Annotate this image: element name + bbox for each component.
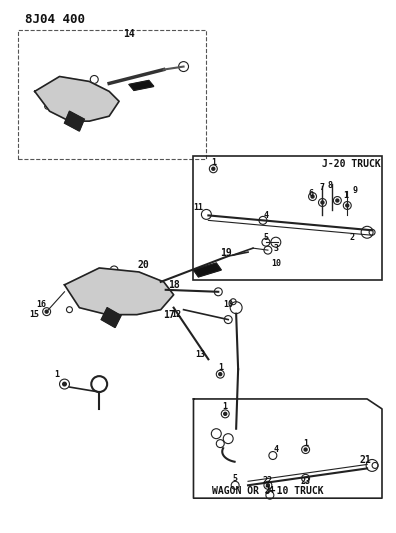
Text: 9: 9	[353, 186, 358, 195]
Text: 14: 14	[123, 29, 135, 39]
Circle shape	[212, 167, 215, 170]
Circle shape	[224, 413, 227, 415]
Circle shape	[321, 201, 324, 204]
Polygon shape	[194, 263, 221, 277]
Circle shape	[267, 484, 269, 487]
Text: 4: 4	[273, 445, 278, 454]
Text: 18: 18	[168, 280, 179, 290]
Circle shape	[336, 199, 339, 202]
Text: 1: 1	[211, 158, 216, 167]
Text: 22: 22	[263, 476, 273, 485]
Text: 17: 17	[163, 310, 175, 320]
Circle shape	[346, 204, 349, 207]
Polygon shape	[35, 77, 119, 121]
Text: 1: 1	[303, 439, 308, 448]
Bar	[18, 30, 206, 159]
Circle shape	[63, 382, 66, 386]
Polygon shape	[101, 308, 121, 327]
Text: 8J04 400: 8J04 400	[25, 13, 85, 27]
Circle shape	[311, 195, 314, 198]
Text: 20: 20	[138, 260, 150, 270]
Polygon shape	[65, 268, 173, 314]
Text: 2: 2	[350, 233, 355, 242]
Text: 6: 6	[308, 189, 313, 198]
Text: 7: 7	[320, 183, 325, 192]
Text: J-20 TRUCK: J-20 TRUCK	[322, 159, 381, 169]
Text: 1: 1	[343, 191, 348, 200]
Text: 1: 1	[223, 402, 228, 411]
Text: 16: 16	[37, 300, 47, 309]
Text: 15: 15	[30, 310, 40, 319]
Text: 5: 5	[263, 233, 268, 242]
Circle shape	[219, 373, 222, 376]
Text: 10: 10	[271, 259, 281, 268]
Text: 21: 21	[359, 456, 371, 465]
Circle shape	[304, 448, 307, 451]
Text: 13: 13	[195, 350, 206, 359]
Text: 1: 1	[218, 363, 223, 372]
Text: 1: 1	[54, 370, 59, 378]
Text: 4: 4	[263, 211, 268, 220]
Text: 11: 11	[193, 203, 204, 212]
Text: WAGON OR J-10 TRUCK: WAGON OR J-10 TRUCK	[212, 486, 324, 496]
Text: 24: 24	[265, 486, 275, 495]
Text: 10: 10	[223, 300, 233, 309]
Text: 19: 19	[220, 248, 232, 258]
Polygon shape	[129, 80, 154, 91]
Circle shape	[45, 310, 48, 313]
Text: 23: 23	[301, 477, 310, 486]
Text: 12: 12	[171, 310, 182, 319]
Text: 8: 8	[328, 181, 333, 190]
Text: 3: 3	[273, 244, 278, 253]
Text: 5: 5	[233, 474, 238, 483]
Bar	[194, 156, 382, 280]
Polygon shape	[65, 111, 84, 131]
